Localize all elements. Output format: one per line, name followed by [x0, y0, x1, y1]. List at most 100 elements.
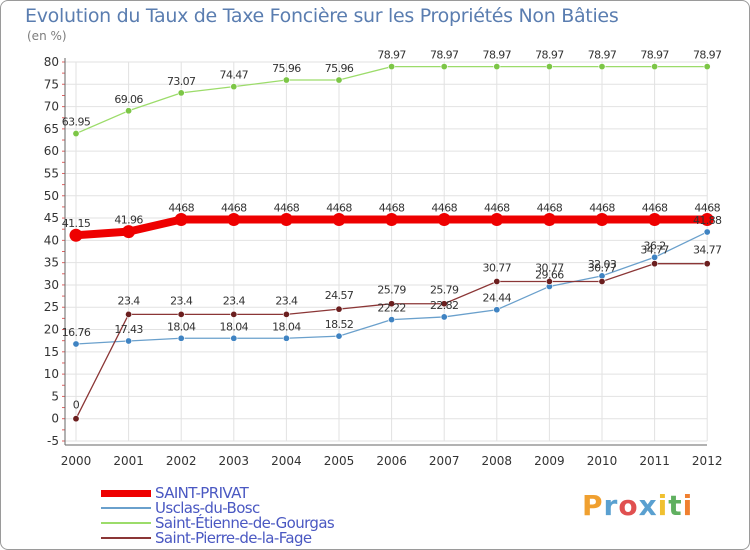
- data-label: 4468: [484, 201, 510, 214]
- data-label: 22.82: [430, 299, 459, 312]
- y-tick-label: 15: [44, 345, 59, 359]
- data-label: 78.97: [535, 49, 564, 62]
- data-label: 17.43: [114, 323, 143, 336]
- data-point: [598, 278, 606, 286]
- data-label: 4468: [379, 201, 405, 214]
- data-point: [227, 212, 241, 226]
- data-label: 4468: [537, 201, 563, 214]
- data-point: [177, 310, 185, 318]
- data-label: 41.15: [62, 217, 91, 230]
- data-label: 18.04: [272, 320, 301, 333]
- data-point: [388, 316, 396, 324]
- logo-letter: x: [638, 489, 658, 522]
- y-tick-label: 65: [44, 122, 59, 136]
- data-label: 23.4: [118, 294, 141, 307]
- x-tick-label: 2005: [324, 454, 355, 468]
- data-label: 36.2: [644, 239, 666, 252]
- data-label: 24.44: [483, 292, 512, 305]
- y-tick-label: 40: [44, 233, 59, 247]
- data-label: 32.03: [588, 258, 617, 271]
- data-label: 74.47: [220, 69, 249, 82]
- data-point: [230, 310, 238, 318]
- data-label: 23.4: [275, 294, 298, 307]
- data-label: 30.77: [483, 262, 512, 275]
- data-label: 4468: [694, 201, 720, 214]
- data-label: 78.97: [377, 49, 406, 62]
- data-point: [72, 130, 80, 138]
- x-tick-label: 2000: [61, 454, 92, 468]
- data-point: [703, 228, 711, 236]
- data-label: 23.4: [223, 294, 246, 307]
- data-label: 34.77: [640, 244, 669, 257]
- logo-letter: P: [582, 489, 604, 522]
- y-tick-label: 45: [44, 211, 59, 225]
- logo-letter: i: [657, 489, 669, 522]
- data-label: 4468: [589, 201, 615, 214]
- data-point: [598, 63, 606, 71]
- legend-swatch: [101, 537, 151, 539]
- x-tick-label: 2002: [166, 454, 197, 468]
- data-point: [335, 76, 343, 84]
- data-label: 78.97: [640, 49, 669, 62]
- y-tick-label: 35: [44, 256, 59, 270]
- data-point: [282, 334, 290, 342]
- logo-letter: t: [668, 489, 683, 522]
- data-point: [177, 89, 185, 97]
- data-point: [490, 212, 504, 226]
- data-label: 4468: [221, 201, 247, 214]
- data-point: [125, 107, 133, 115]
- data-point: [700, 212, 714, 226]
- data-point: [703, 63, 711, 71]
- x-tick-label: 2007: [429, 454, 460, 468]
- y-tick-label: 80: [44, 55, 59, 69]
- data-label: 78.97: [588, 49, 617, 62]
- y-tick-label: 25: [44, 300, 59, 314]
- y-tick-label: 50: [44, 189, 59, 203]
- data-label: 78.97: [483, 49, 512, 62]
- legend-swatch: [101, 522, 151, 524]
- data-point: [545, 278, 553, 286]
- data-label: 4468: [431, 201, 457, 214]
- data-label: 30.77: [535, 262, 564, 275]
- data-point: [703, 260, 711, 268]
- data-label: 75.96: [272, 62, 301, 75]
- y-tick-label: 0: [51, 412, 59, 426]
- data-label: 41.96: [114, 214, 143, 227]
- data-point: [493, 63, 501, 71]
- data-label: 4468: [274, 201, 300, 214]
- data-point: [542, 212, 556, 226]
- x-tick-label: 2011: [639, 454, 670, 468]
- data-point: [651, 260, 659, 268]
- proxiti-logo: Proxiti: [582, 489, 693, 522]
- data-point: [230, 83, 238, 91]
- data-label: 73.07: [167, 75, 196, 88]
- data-label: 18.04: [167, 320, 196, 333]
- x-tick-label: 2001: [113, 454, 144, 468]
- y-tick-label: 30: [44, 278, 59, 292]
- y-tick-label: 55: [44, 166, 59, 180]
- data-label: 18.52: [325, 318, 354, 331]
- data-label: 75.96: [325, 62, 354, 75]
- data-point: [125, 310, 133, 318]
- x-tick-label: 2012: [692, 454, 723, 468]
- y-tick-label: 60: [44, 144, 59, 158]
- data-point: [651, 63, 659, 71]
- logo-letter: o: [618, 489, 639, 522]
- data-point: [72, 415, 80, 423]
- data-point: [440, 313, 448, 321]
- data-label: 25.79: [430, 284, 459, 297]
- logo-letter: r: [603, 489, 619, 522]
- data-point: [545, 63, 553, 71]
- data-point: [335, 332, 343, 340]
- data-label: 4468: [168, 201, 194, 214]
- data-point: [279, 212, 293, 226]
- data-label: 22.22: [377, 302, 406, 315]
- legend-swatch: [101, 507, 151, 509]
- data-point: [437, 212, 451, 226]
- data-point: [493, 278, 501, 286]
- data-label: 16.76: [62, 326, 91, 339]
- data-point: [335, 305, 343, 313]
- data-point: [282, 310, 290, 318]
